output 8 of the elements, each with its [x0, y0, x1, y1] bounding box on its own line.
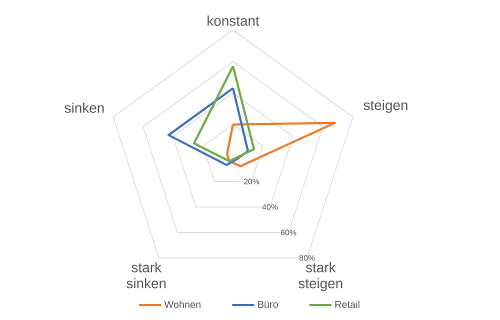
spoke-label: stark steigen — [298, 262, 342, 292]
spoke-label: sinken — [64, 102, 104, 113]
legend-label: Büro — [258, 300, 278, 308]
spoke-label: stark sinken — [126, 262, 166, 288]
legend-label: Wohnen — [164, 300, 200, 308]
spoke-label: steigen — [364, 100, 408, 113]
legend-label: Retail — [335, 300, 360, 308]
spoke-label: konstant — [208, 16, 260, 26]
